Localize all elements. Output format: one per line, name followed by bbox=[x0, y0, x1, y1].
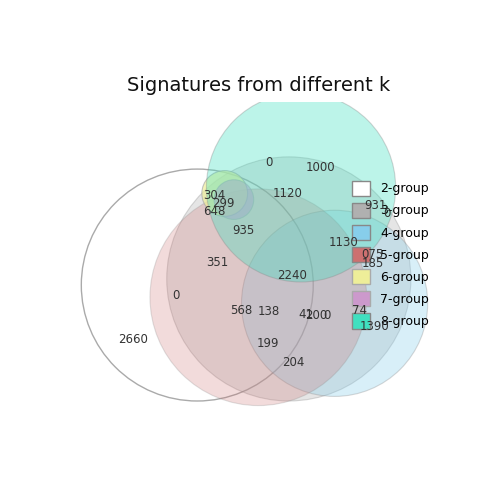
Text: 0: 0 bbox=[383, 207, 390, 220]
Text: 1130: 1130 bbox=[329, 236, 359, 249]
Title: Signatures from different k: Signatures from different k bbox=[127, 76, 390, 95]
Text: 1120: 1120 bbox=[272, 187, 302, 200]
Circle shape bbox=[207, 93, 396, 282]
Circle shape bbox=[202, 170, 247, 216]
Text: 200: 200 bbox=[305, 309, 328, 322]
Legend: 2-group, 3-group, 4-group, 5-group, 6-group, 7-group, 8-group: 2-group, 3-group, 4-group, 5-group, 6-gr… bbox=[347, 175, 434, 334]
Text: 931: 931 bbox=[364, 199, 387, 212]
Text: 351: 351 bbox=[206, 256, 228, 269]
Text: 74: 74 bbox=[351, 304, 366, 318]
Text: 0: 0 bbox=[323, 309, 331, 322]
Text: 648: 648 bbox=[204, 205, 226, 218]
Circle shape bbox=[214, 180, 254, 219]
Text: 138: 138 bbox=[258, 305, 280, 319]
Text: 2240: 2240 bbox=[277, 269, 307, 282]
Text: 1390: 1390 bbox=[359, 320, 389, 333]
Text: 075: 075 bbox=[361, 248, 384, 261]
Text: 304: 304 bbox=[203, 188, 225, 202]
Text: 204: 204 bbox=[282, 356, 304, 369]
Text: 568: 568 bbox=[230, 304, 253, 318]
Text: 185: 185 bbox=[361, 257, 384, 270]
Text: 1000: 1000 bbox=[306, 161, 336, 174]
Text: 935: 935 bbox=[232, 224, 254, 236]
Text: 299: 299 bbox=[212, 197, 235, 210]
Circle shape bbox=[150, 189, 366, 406]
Circle shape bbox=[241, 210, 428, 397]
Circle shape bbox=[167, 157, 411, 401]
Text: 41: 41 bbox=[298, 308, 313, 321]
Text: 2660: 2660 bbox=[118, 334, 148, 346]
Text: 0: 0 bbox=[265, 156, 273, 169]
Text: 0: 0 bbox=[172, 289, 179, 302]
Text: 199: 199 bbox=[256, 337, 279, 349]
